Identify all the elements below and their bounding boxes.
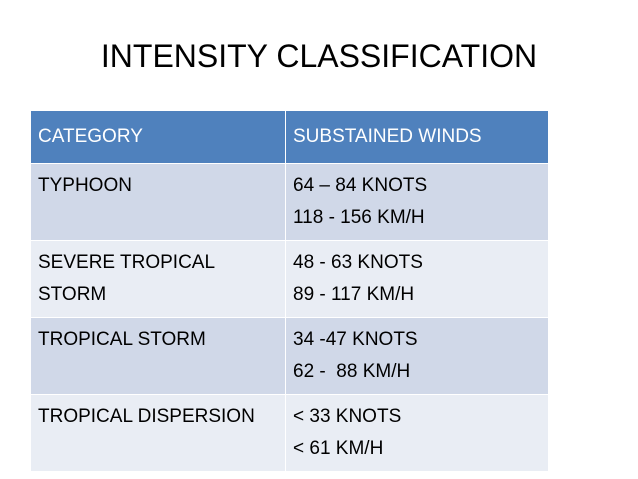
winds-cell: 48 - 63 KNOTS 89 - 117 KM/H [285,240,549,318]
slide-title: INTENSITY CLASSIFICATION [100,38,538,74]
winds-line: 64 – 84 KNOTS [293,175,428,196]
table-row: SEVERE TROPICAL STORM 48 - 63 KNOTS 89 - 1… [30,240,549,318]
header-row: CATEGORY SUBSTAINED WINDS [30,110,549,164]
category-cell: TROPICAL STORM [30,317,286,395]
table-row: TROPICAL DISPERSION < 33 KNOTS < 61 KM/H [30,394,549,472]
header-cell: SUBSTAINED WINDS [285,110,549,164]
classification-table: CATEGORY SUBSTAINED WINDS TYPHOON 64 – 84 … [30,110,549,472]
table-row: TROPICAL STORM 34 -47 KNOTS 62 - 88 KM/H [30,317,549,395]
table-header: CATEGORY SUBSTAINED WINDS [30,110,549,164]
category-cell: TYPHOON [30,163,286,241]
winds-line: < 33 KNOTS [293,406,402,427]
header-cell: CATEGORY [30,110,286,164]
winds-line: 118 - 156 KM/H [293,207,425,228]
table-body: TYPHOON 64 – 84 KNOTS 118 - 156 KM/H SEVERE… [30,163,549,472]
category-cell: SEVERE TROPICAL STORM [30,240,286,318]
winds-line: 89 - 117 KM/H [293,284,415,305]
winds-line: 48 - 63 KNOTS [293,252,423,273]
winds-cell: 64 – 84 KNOTS 118 - 156 KM/H [285,163,549,241]
winds-line: < 61 KM/H [293,438,384,459]
category-cell: TROPICAL DISPERSION [30,394,286,472]
winds-cell: < 33 KNOTS < 61 KM/H [285,394,549,472]
winds-line: 62 - 88 KM/H [293,361,411,382]
winds-line: 34 -47 KNOTS [293,329,418,350]
table-row: TYPHOON 64 – 84 KNOTS 118 - 156 KM/H [30,163,549,241]
winds-cell: 34 -47 KNOTS 62 - 88 KM/H [285,317,549,395]
